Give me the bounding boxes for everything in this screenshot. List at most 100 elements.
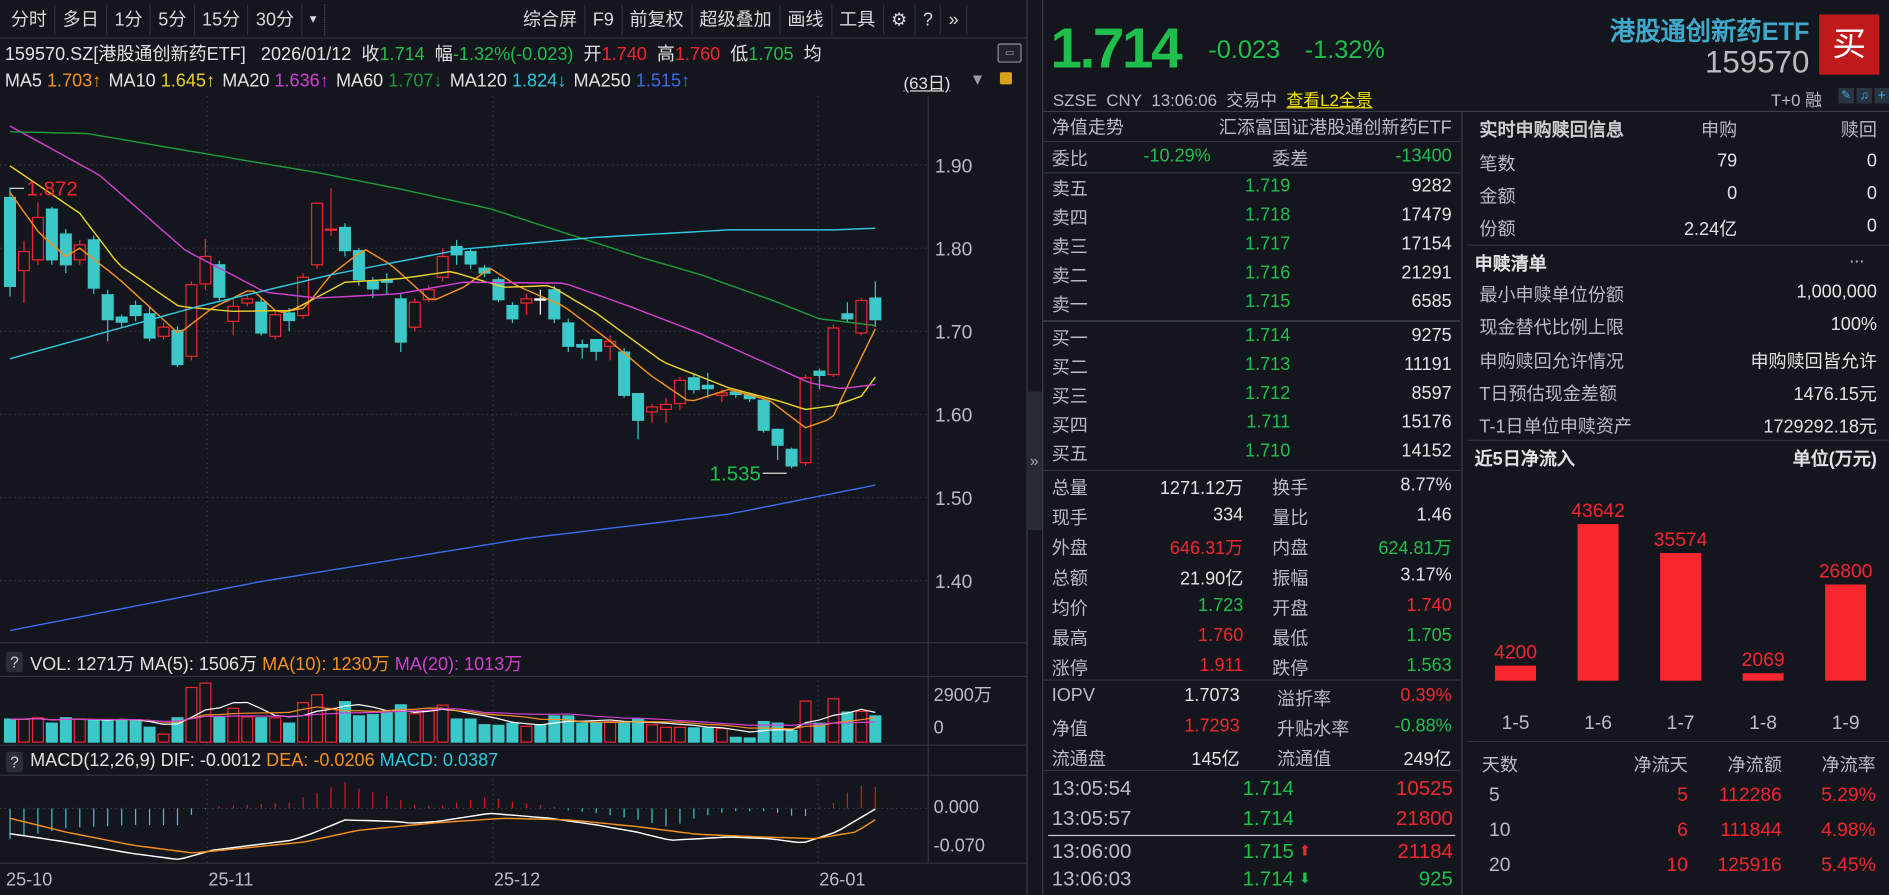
nav-trend-link[interactable]: 净值走势 bbox=[1051, 118, 1125, 139]
stat-label: 升贴水率 bbox=[1277, 719, 1350, 740]
stat-label: 溢折率 bbox=[1277, 689, 1332, 710]
volume-bar bbox=[241, 716, 254, 743]
close-label: 收 bbox=[361, 44, 380, 66]
candle-body bbox=[129, 304, 142, 317]
bid-ask-diff-value: -13400 bbox=[1395, 145, 1452, 167]
help-icon[interactable]: ? bbox=[916, 4, 942, 35]
candle-body bbox=[701, 384, 714, 390]
stat-label: IOPV bbox=[1051, 685, 1095, 706]
gear-icon[interactable]: ⚙ bbox=[884, 4, 916, 35]
price-axis-label: 1.90 bbox=[935, 156, 973, 177]
candle-body bbox=[659, 403, 672, 411]
order-level-label: 卖五 bbox=[1051, 179, 1088, 200]
volume-bar bbox=[297, 702, 310, 743]
stat-label: 量比 bbox=[1272, 508, 1309, 529]
volume-bar bbox=[813, 722, 826, 743]
stat-value: 1.46 bbox=[1416, 504, 1452, 526]
creation-list-more-button[interactable]: ... bbox=[1849, 246, 1865, 268]
order-price: 1.718 bbox=[1245, 204, 1291, 226]
inflow-category-label: 1-9 bbox=[1832, 713, 1860, 734]
order-price: 1.712 bbox=[1245, 383, 1291, 404]
creation-subscribe-value: 79 bbox=[1717, 150, 1738, 172]
trade-time: 13:06:03 bbox=[1051, 867, 1132, 891]
buy-button[interactable]: 买 bbox=[1819, 14, 1880, 75]
tool-button-工具[interactable]: 工具 bbox=[832, 4, 884, 35]
volume-help-button[interactable]: ? bbox=[6, 651, 23, 673]
volume-legend: VOL: 1271万 MA(5): 1506万 MA(10): 1230万 MA… bbox=[30, 651, 522, 676]
volume-axis-zero: 0 bbox=[933, 718, 944, 739]
kline-chart[interactable]: 1.90 1.80 1.70 1.60 1.50 1.40 1.872 1.535 bbox=[0, 0, 1026, 895]
tool-button-F9[interactable]: F9 bbox=[586, 4, 623, 35]
stat-value: 1.740 bbox=[1406, 595, 1452, 616]
inflow-category-label: 1-6 bbox=[1584, 713, 1612, 734]
macd-axis-zero: 0.000 bbox=[933, 797, 979, 819]
candle-body bbox=[785, 448, 798, 467]
collapse-panel-handle[interactable]: » bbox=[1026, 391, 1043, 531]
ma-line-ma60 bbox=[9, 131, 876, 327]
order-price: 1.716 bbox=[1245, 262, 1291, 284]
bid-ask-ratio-value: -10.29% bbox=[1143, 145, 1211, 167]
volume-bar bbox=[520, 725, 533, 743]
candle-body bbox=[213, 264, 226, 298]
inflow-table-cell: 5.45% bbox=[1821, 855, 1876, 876]
candle-body bbox=[366, 280, 379, 290]
candle-body bbox=[324, 228, 338, 231]
stat-value: 1.7293 bbox=[1184, 715, 1240, 737]
macd-axis-min: -0.070 bbox=[933, 836, 985, 857]
date: 2026/01/12 bbox=[260, 44, 352, 66]
period-tab-15分[interactable]: 15分 bbox=[195, 4, 249, 35]
volume-bar bbox=[729, 736, 742, 743]
volume-bar bbox=[73, 718, 86, 743]
volume-bar bbox=[352, 715, 365, 743]
lock-icon[interactable] bbox=[999, 72, 1012, 85]
period-tab-1分[interactable]: 1分 bbox=[107, 4, 152, 35]
monitor-icon[interactable]: ▭ bbox=[997, 43, 1022, 63]
candle-body bbox=[687, 377, 700, 391]
edit-icon[interactable]: ✎ bbox=[1838, 87, 1855, 104]
tool-button-画线[interactable]: 画线 bbox=[780, 4, 832, 35]
period-tab-5分[interactable]: 5分 bbox=[151, 4, 195, 35]
stat-value: 3.17% bbox=[1400, 565, 1452, 586]
expand-icon[interactable]: » bbox=[941, 4, 968, 35]
candle-body bbox=[283, 312, 296, 322]
ma-line-ma10 bbox=[9, 165, 876, 411]
period-tab-30分[interactable]: 30分 bbox=[249, 4, 303, 35]
tool-button-综合屏[interactable]: 综合屏 bbox=[516, 4, 586, 35]
stat-value: 249亿 bbox=[1403, 749, 1452, 770]
order-volume: 8597 bbox=[1411, 383, 1452, 404]
order-price: 1.710 bbox=[1245, 440, 1291, 462]
creation-col-subscribe: 申购 bbox=[1701, 120, 1738, 141]
order-volume: 17479 bbox=[1401, 204, 1452, 226]
volume-bar bbox=[590, 722, 603, 743]
volume-bar bbox=[715, 727, 728, 743]
volume-bar bbox=[31, 717, 44, 743]
alert-bell-icon[interactable]: ♫ bbox=[1856, 87, 1873, 104]
volume-bar bbox=[841, 711, 854, 743]
exchange: SZSE bbox=[1052, 90, 1097, 110]
macd-legend: MACD(12,26,9) DIF: -0.0012 DEA: -0.0206 … bbox=[30, 751, 498, 771]
volume-bar bbox=[450, 718, 463, 743]
creation-redeem-value: 0 bbox=[1866, 183, 1877, 204]
period-more-dropdown[interactable]: ▾ bbox=[302, 4, 325, 35]
volume-ma20: MA(20): 1013万 bbox=[394, 654, 523, 675]
l2-link[interactable]: 查看L2全景 bbox=[1286, 90, 1373, 110]
volume-bar bbox=[436, 704, 449, 743]
order-volume: 9275 bbox=[1411, 325, 1452, 346]
inflow-bar bbox=[1495, 665, 1537, 681]
range-selector[interactable]: (63日) bbox=[903, 73, 951, 93]
volume-bar bbox=[576, 722, 589, 743]
macd-help-button[interactable]: ? bbox=[6, 751, 23, 773]
range-dropdown-icon[interactable]: ▼ bbox=[969, 69, 986, 88]
stat-value: 1.723 bbox=[1198, 595, 1244, 616]
price-change: -0.023 bbox=[1208, 36, 1281, 64]
tool-button-超级叠加[interactable]: 超级叠加 bbox=[692, 4, 781, 35]
tool-button-前复权[interactable]: 前复权 bbox=[622, 4, 693, 35]
volume-ma5: MA(5): 1506万 bbox=[139, 654, 258, 675]
stat-label: 换手 bbox=[1272, 478, 1309, 499]
price-change-pct: -1.32% bbox=[1304, 36, 1385, 64]
period-tab-分时[interactable]: 分时 bbox=[4, 4, 56, 35]
add-icon[interactable]: + bbox=[1874, 87, 1889, 104]
period-tab-多日[interactable]: 多日 bbox=[55, 4, 108, 35]
candle-body bbox=[255, 301, 268, 334]
